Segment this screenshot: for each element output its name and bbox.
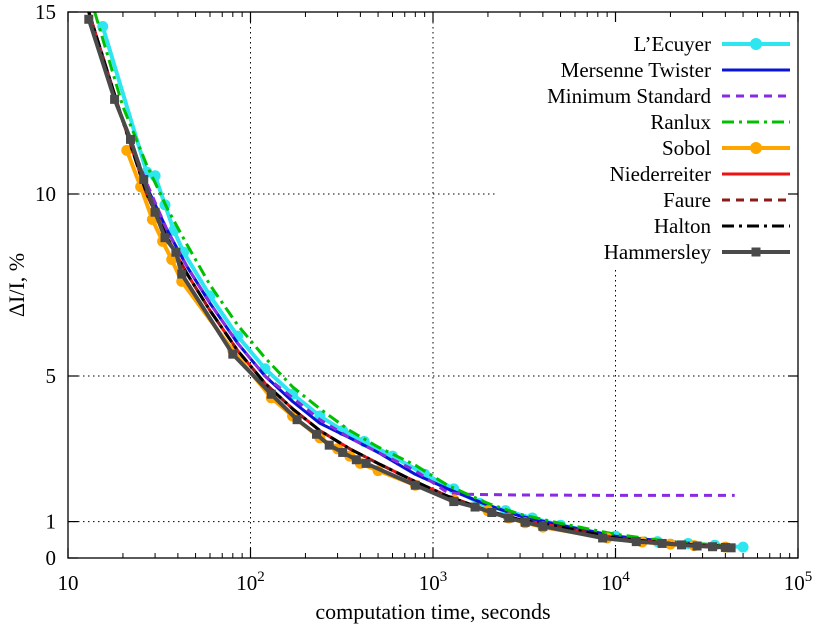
data-point — [266, 389, 276, 399]
data-point — [121, 144, 133, 156]
x-tick-label: 10 — [58, 571, 79, 595]
series-ranlux — [93, 12, 735, 548]
legend-entry: Halton — [654, 214, 790, 238]
data-point — [470, 502, 480, 512]
grid — [68, 12, 798, 558]
legend-label: Halton — [654, 214, 712, 238]
series-layer — [84, 12, 749, 553]
data-point — [125, 134, 135, 144]
data-point — [657, 538, 667, 548]
data-point — [84, 14, 94, 24]
data-point — [737, 541, 749, 553]
y-tick-label: 1 — [46, 510, 57, 534]
legend-entry: Minimum Standard — [547, 84, 790, 108]
data-point — [598, 533, 608, 543]
data-point — [487, 508, 497, 517]
legend-entry: Mersenne Twister — [561, 58, 790, 82]
data-point — [750, 38, 762, 50]
x-tick-label: 102 — [236, 569, 265, 595]
legend-entry: Faure — [663, 188, 790, 212]
data-point — [338, 447, 348, 457]
data-point — [361, 458, 371, 468]
data-point — [410, 480, 420, 490]
x-tick-label: 103 — [419, 569, 448, 595]
legend-entry: L’Ecuyer — [634, 32, 790, 56]
data-point — [750, 142, 762, 154]
data-point — [166, 254, 178, 266]
series-line — [93, 12, 735, 548]
legend-label: Minimum Standard — [547, 84, 711, 108]
y-axis-label: ΔI/I, % — [4, 253, 29, 317]
data-point — [139, 174, 149, 184]
y-tick-label: 0 — [46, 546, 57, 570]
data-point — [707, 542, 717, 552]
data-point — [171, 247, 181, 257]
legend-label: Niederreiter — [610, 162, 711, 186]
data-point — [177, 269, 187, 279]
y-tick-label: 5 — [46, 364, 57, 388]
data-point — [312, 429, 322, 439]
data-point — [504, 513, 514, 523]
x-tick-label: 105 — [784, 569, 813, 595]
legend-label: Ranlux — [650, 110, 711, 134]
data-point — [692, 541, 702, 551]
data-point — [324, 440, 334, 450]
data-point — [751, 247, 761, 257]
data-point — [228, 349, 238, 359]
series-halton — [87, 12, 735, 549]
data-point — [449, 497, 459, 507]
data-point — [726, 543, 736, 553]
legend-entry: Niederreiter — [610, 162, 790, 186]
data-point — [150, 207, 160, 217]
legend-label: Mersenne Twister — [561, 58, 711, 82]
legend-entry: Ranlux — [650, 110, 790, 134]
data-point — [351, 455, 361, 465]
legend-label: Faure — [663, 188, 711, 212]
y-tick-label: 15 — [35, 0, 56, 24]
legend-label: L’Ecuyer — [634, 32, 711, 56]
data-point — [520, 517, 530, 527]
data-point — [538, 521, 548, 531]
x-tick-label: 104 — [601, 569, 630, 595]
data-point — [314, 410, 326, 422]
data-point — [720, 542, 730, 552]
data-point — [292, 415, 302, 425]
data-point — [160, 233, 170, 243]
data-point — [110, 94, 120, 104]
x-axis-label: computation time, seconds — [315, 599, 550, 624]
data-point — [631, 537, 641, 547]
legend-label: Hammersley — [604, 240, 712, 264]
legend-entry: Hammersley — [604, 240, 790, 264]
legend-label: Sobol — [662, 136, 711, 160]
legend-entry: Sobol — [662, 136, 790, 160]
y-tick-label: 10 — [35, 182, 56, 206]
data-point — [677, 540, 687, 550]
series-line — [87, 12, 735, 549]
series-hammersley — [84, 14, 736, 553]
